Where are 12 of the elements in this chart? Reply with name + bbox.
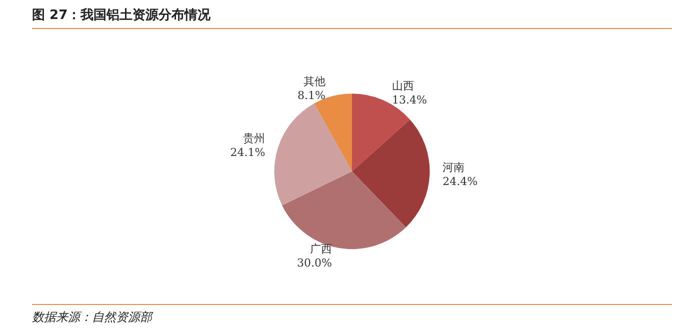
text: 图 27：我国铝土资源分布情况 bbox=[32, 6, 672, 29]
data-label: 24.4% bbox=[442, 175, 478, 188]
slice-label: 广西 bbox=[310, 242, 332, 256]
data-label: 8.1% bbox=[297, 88, 326, 102]
slice-label: 山西 bbox=[392, 80, 414, 93]
data-label: 30.0% bbox=[297, 256, 332, 270]
data-label: 13.4% bbox=[392, 94, 427, 107]
data-label: 24.1% bbox=[230, 146, 266, 160]
slice-label: 河南 bbox=[442, 161, 465, 174]
slice-label: 其他 bbox=[303, 74, 326, 88]
slice-label: 贵州 bbox=[243, 132, 266, 146]
source-note: 数据来源：自然资源部 bbox=[32, 310, 152, 324]
